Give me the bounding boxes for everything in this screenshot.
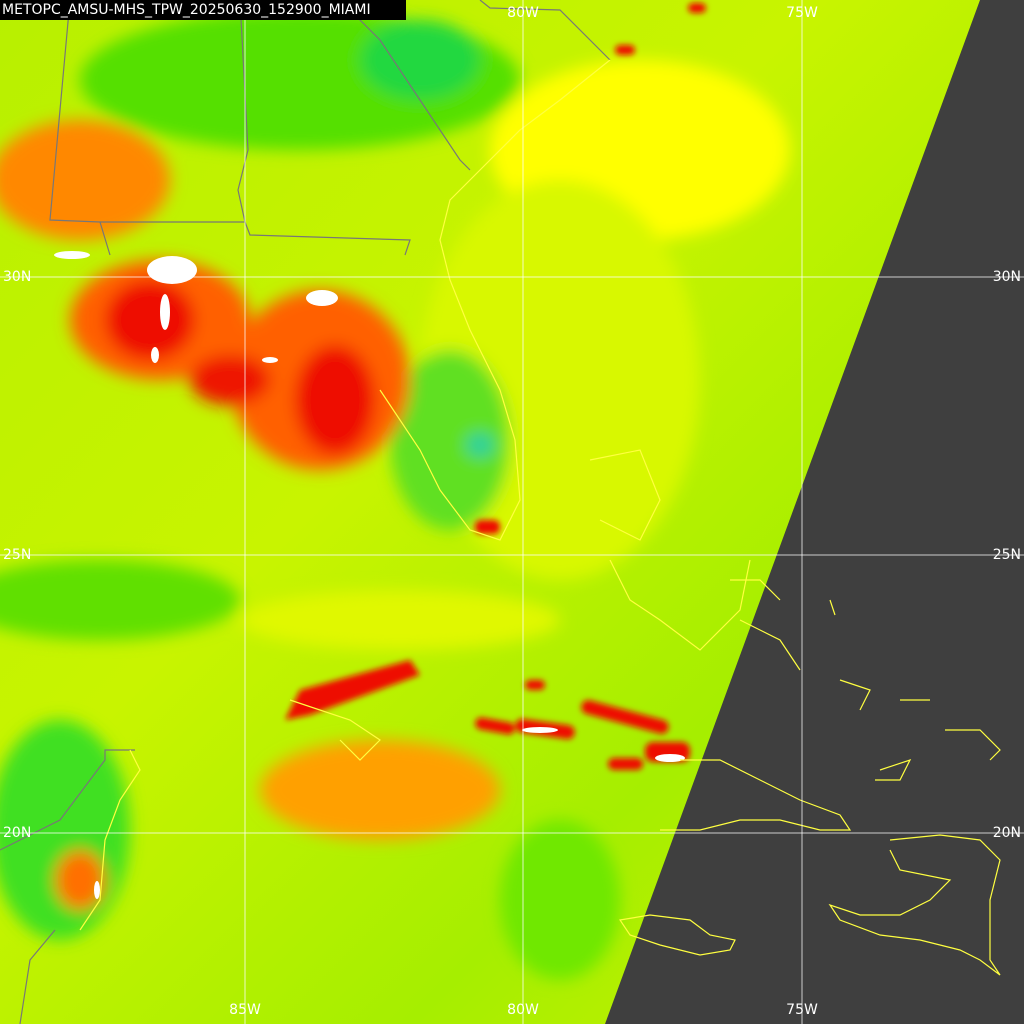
right-label: 25N: [993, 547, 1021, 563]
top-label: 80W: [507, 5, 539, 21]
bottom-label: 75W: [786, 1002, 818, 1018]
title-box: [0, 0, 406, 20]
left-label: 30N: [3, 269, 31, 285]
left-label: 20N: [3, 825, 31, 841]
title: METOPC_AMSU-MHS_TPW_20250630_152900_MIAM…: [2, 2, 371, 18]
bottom-label: 80W: [507, 1002, 539, 1018]
left-label: 25N: [3, 547, 31, 563]
bottom-label: 85W: [229, 1002, 261, 1018]
top-label: 75W: [786, 5, 818, 21]
right-label: 20N: [993, 825, 1021, 841]
borders: [0, 0, 611, 1024]
coastlines: [79, 59, 1001, 976]
right-label: 30N: [993, 269, 1021, 285]
